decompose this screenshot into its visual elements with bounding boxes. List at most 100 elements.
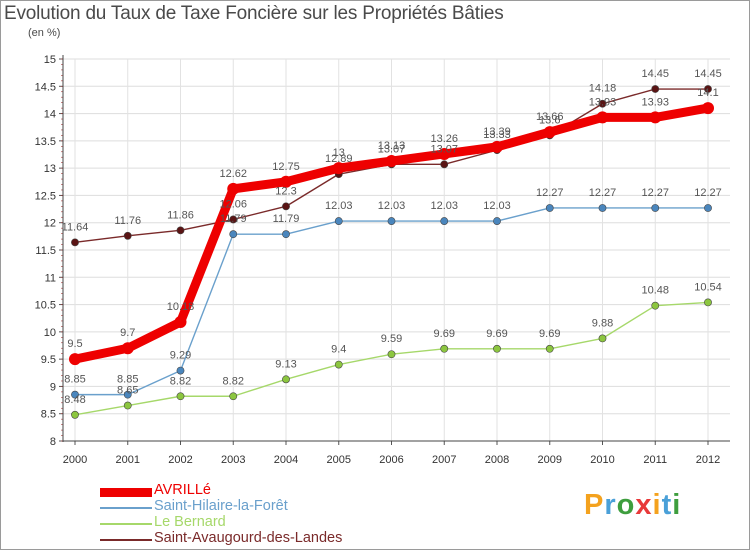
legend-item-saint-avaugourd: Saint-Avaugourd-des-Landes: [100, 530, 430, 548]
point-saint-hilaire-la-foret: [229, 230, 238, 239]
point-saint-hilaire-la-foret: [387, 217, 396, 225]
x-tick-label: 2008: [485, 454, 509, 466]
data-label-avrille: 13.39: [483, 126, 511, 138]
data-label-avrille: 13.93: [589, 96, 617, 108]
point-le-bernard: [282, 375, 290, 384]
data-label-saint-hilaire-la-foret: 12.27: [694, 187, 722, 199]
y-tick-label: 15: [44, 54, 56, 66]
point-avrille: [385, 155, 398, 168]
point-avrille: [491, 140, 503, 153]
data-label-saint-hilaire-la-foret: 12.03: [325, 200, 353, 212]
point-le-bernard: [176, 392, 185, 401]
x-tick-label: 2011: [643, 454, 667, 466]
data-label-saint-avaugourd-des-landes: 13.33: [483, 129, 511, 141]
x-tick-label: 2000: [63, 454, 87, 466]
point-avrille: [702, 102, 714, 115]
point-saint-avaugourd-des-landes: [598, 99, 607, 108]
point-saint-hilaire-la-foret: [440, 217, 449, 225]
chart-title: Evolution du Taux de Taxe Foncière sur l…: [4, 3, 504, 24]
x-tick-label: 2005: [327, 454, 351, 466]
data-label-avrille: 12.75: [272, 161, 300, 173]
point-saint-hilaire-la-foret: [598, 204, 607, 212]
legend-swatch-saint-avaugourd: [100, 539, 152, 541]
data-label-saint-hilaire-la-foret: 12.03: [378, 200, 406, 212]
logo-letter: i: [672, 489, 682, 521]
y-axis-unit: (en %): [28, 27, 61, 39]
data-label-saint-avaugourd-des-landes: 14.45: [694, 68, 722, 80]
data-label-saint-avaugourd-des-landes: 11.86: [167, 209, 194, 221]
data-label-saint-avaugourd-des-landes: 13.6: [539, 114, 560, 126]
y-tick-label: 9: [50, 381, 56, 393]
legend-label-saint-avaugourd: Saint-Avaugourd-des-Landes: [154, 530, 343, 546]
data-label-avrille: 13.93: [641, 96, 669, 108]
point-le-bernard: [493, 344, 501, 353]
data-label-avrille: 13.26: [430, 133, 458, 145]
point-le-bernard: [704, 298, 712, 307]
data-label-le-bernard: 8.65: [117, 385, 138, 397]
point-saint-avaugourd-des-landes: [704, 85, 712, 93]
point-avrille: [174, 316, 187, 329]
y-tick-label: 12.5: [35, 190, 56, 202]
logo-letter: o: [616, 489, 636, 521]
point-saint-avaugourd-des-landes: [440, 160, 449, 169]
point-saint-avaugourd-des-landes: [176, 226, 185, 235]
y-tick-label: 13: [44, 163, 56, 175]
point-avrille: [596, 111, 609, 124]
data-label-le-bernard: 9.59: [381, 333, 402, 345]
point-le-bernard: [545, 344, 554, 353]
point-le-bernard: [229, 392, 238, 401]
point-avrille: [649, 111, 662, 124]
axes: 8 8.5 9 9.5 10 10.5 11 11.5 12 12.5 13 13.5 14 14.5 15…: [35, 54, 730, 466]
data-label-avrille: 13: [333, 147, 345, 159]
legend-label-saint-hilaire: Saint-Hilaire-la-Forêt: [154, 498, 288, 514]
data-label-le-bernard: 8.48: [64, 394, 85, 406]
data-label-saint-hilaire-la-foret: 12.27: [589, 187, 617, 199]
logo-letter: i: [652, 489, 662, 521]
legend-item-avrille: AVRILLé: [100, 482, 430, 500]
x-tick-label: 2009: [538, 454, 562, 466]
point-le-bernard: [387, 350, 396, 359]
point-saint-hilaire-la-foret: [176, 366, 185, 375]
data-label-le-bernard: 9.88: [592, 317, 613, 329]
point-saint-avaugourd-des-landes: [123, 231, 132, 240]
legend-item-saint-hilaire: Saint-Hilaire-la-Forêt: [100, 498, 430, 516]
point-avrille: [332, 162, 345, 175]
data-label-avrille: 14.1: [697, 87, 718, 99]
x-tick-label: 2012: [696, 454, 720, 466]
data-label-saint-hilaire-la-foret: 11.79: [273, 213, 300, 225]
data-label-saint-avaugourd-des-landes: 13.07: [430, 143, 458, 155]
data-label-avrille: 13.13: [378, 140, 406, 152]
data-label-le-bernard: 9.69: [539, 328, 560, 340]
point-saint-avaugourd-des-landes: [651, 85, 660, 93]
x-tick-label: 2010: [590, 454, 614, 466]
point-saint-avaugourd-des-landes: [282, 202, 290, 211]
legend-label-avrille: AVRILLé: [154, 482, 211, 498]
point-avrille: [543, 126, 556, 139]
data-label-avrille: 12.62: [219, 168, 247, 180]
y-tick-label: 9.5: [41, 354, 56, 366]
data-label-le-bernard: 10.48: [641, 285, 669, 297]
point-saint-hilaire-la-foret: [334, 217, 343, 225]
point-avrille: [227, 182, 240, 195]
legend-label-le-bernard: Le Bernard: [154, 514, 226, 530]
legend-swatch-avrille: [100, 488, 152, 497]
series: [69, 85, 714, 419]
x-tick-label: 2001: [116, 454, 140, 466]
data-label-le-bernard: 10.54: [694, 281, 722, 293]
data-label-saint-hilaire-la-foret: 12.03: [430, 200, 458, 212]
data-label-saint-avaugourd-des-landes: 12.89: [325, 153, 353, 165]
point-saint-hilaire-la-foret: [545, 204, 554, 212]
data-label-saint-hilaire-la-foret: 12.27: [641, 187, 669, 199]
point-le-bernard: [71, 410, 79, 419]
data-label-le-bernard: 9.13: [275, 358, 296, 370]
data-label-avrille: 13.66: [536, 111, 564, 123]
data-label-avrille: 9.7: [120, 327, 135, 339]
point-saint-hilaire-la-foret: [493, 217, 501, 225]
data-label-saint-avaugourd-des-landes: 14.18: [589, 83, 617, 95]
data-label-avrille: 9.5: [67, 338, 82, 350]
data-label-le-bernard: 8.82: [223, 375, 244, 387]
point-le-bernard: [651, 301, 660, 310]
